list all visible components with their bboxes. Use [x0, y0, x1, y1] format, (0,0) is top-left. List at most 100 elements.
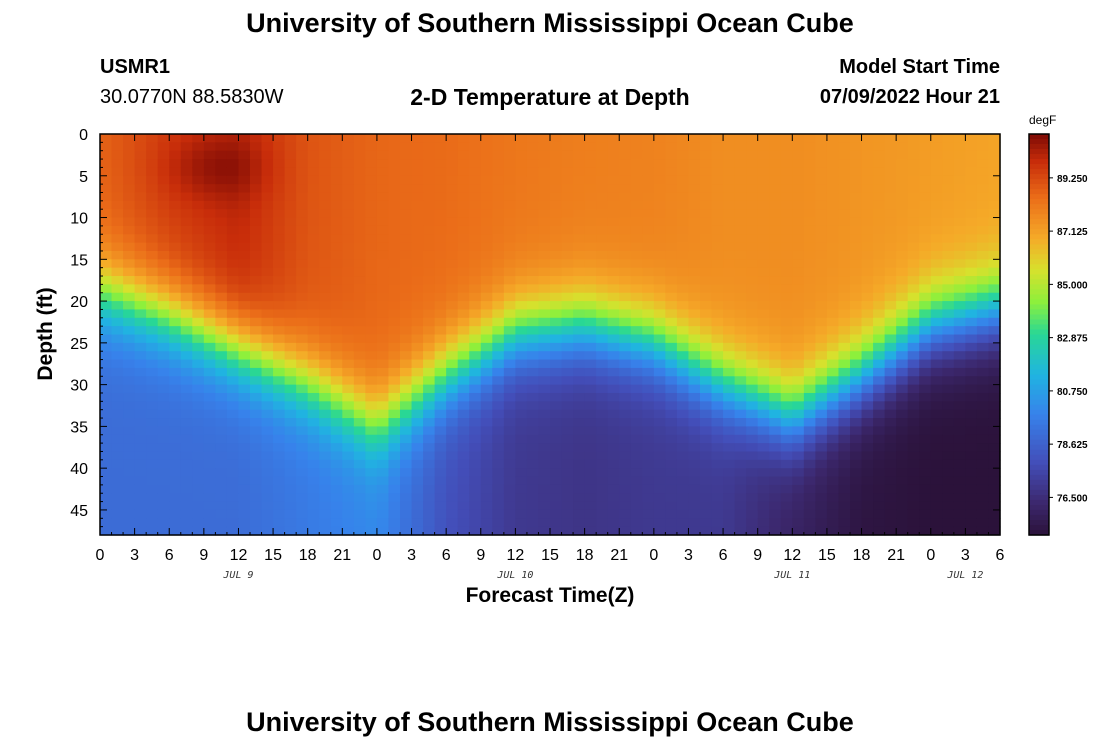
heatmap-cell: [746, 459, 759, 469]
heatmap-cell: [434, 259, 447, 269]
heatmap-cell: [873, 167, 886, 177]
heatmap-cell: [469, 376, 482, 386]
heatmap-cell: [388, 359, 401, 369]
heatmap-cell: [423, 234, 436, 244]
heatmap-cell: [284, 468, 297, 478]
heatmap-cell: [850, 359, 863, 369]
heatmap-cell: [838, 134, 851, 143]
heatmap-cell: [780, 192, 793, 202]
heatmap-cell: [573, 384, 586, 394]
heatmap-cell: [146, 484, 159, 494]
heatmap-cell: [457, 459, 470, 469]
heatmap-cell: [769, 292, 782, 302]
heatmap-cell: [550, 292, 563, 302]
heatmap-cell: [100, 334, 113, 344]
heatmap-cell: [803, 401, 816, 411]
heatmap-cell: [400, 418, 413, 427]
heatmap-cell: [584, 134, 597, 143]
heatmap-cell: [619, 509, 632, 519]
heatmap-cell: [480, 367, 493, 377]
heatmap-cell: [169, 192, 182, 202]
heatmap-cell: [526, 150, 540, 160]
heatmap-cell: [550, 301, 563, 311]
heatmap-cell: [919, 376, 932, 386]
heatmap-cell: [503, 484, 516, 494]
heatmap-cell: [134, 526, 147, 536]
heatmap-cell: [919, 309, 932, 319]
heatmap-cell: [607, 451, 620, 461]
heatmap-cell: [815, 367, 828, 377]
heatmap-cell: [469, 359, 482, 369]
heatmap-cell: [734, 367, 747, 377]
heatmap-cell: [376, 267, 390, 277]
heatmap-cell: [550, 150, 563, 160]
heatmap-cell: [584, 225, 597, 235]
heatmap-cell: [492, 426, 505, 436]
heatmap-cell: [676, 418, 690, 427]
heatmap-cell: [342, 367, 355, 377]
heatmap-cell: [388, 301, 401, 311]
heatmap-cell: [907, 484, 920, 494]
heatmap-cell: [919, 267, 932, 277]
heatmap-cell: [988, 234, 1001, 244]
heatmap-cell: [746, 142, 759, 152]
heatmap-cell: [711, 342, 724, 352]
heatmap-cell: [434, 351, 447, 361]
heatmap-cell: [250, 493, 263, 503]
heatmap-cell: [561, 459, 574, 469]
heatmap-cell: [584, 443, 597, 453]
heatmap-cell: [365, 443, 378, 453]
heatmap-cell: [215, 234, 228, 244]
heatmap-cell: [515, 401, 528, 411]
heatmap-cell: [284, 301, 297, 311]
heatmap-cell: [815, 225, 828, 235]
heatmap-cell: [250, 234, 263, 244]
heatmap-cell: [942, 367, 955, 377]
heatmap-cell: [469, 175, 482, 185]
heatmap-cell: [850, 484, 863, 494]
heatmap-cell: [446, 376, 459, 386]
heatmap-cell: [284, 209, 297, 219]
heatmap-cell: [723, 334, 736, 344]
heatmap-cell: [711, 150, 724, 160]
heatmap-cell: [192, 150, 205, 160]
heatmap-cell: [976, 342, 990, 352]
heatmap-cell: [919, 217, 932, 227]
heatmap-cell: [965, 384, 978, 394]
heatmap-cell: [596, 150, 609, 160]
heatmap-cell: [676, 351, 690, 361]
heatmap-cell: [884, 451, 897, 461]
heatmap-cell: [238, 401, 251, 411]
heatmap-cell: [319, 367, 332, 377]
heatmap-cell: [515, 434, 528, 444]
heatmap-cell: [169, 209, 182, 219]
heatmap-cell: [873, 175, 886, 185]
heatmap-cell: [123, 259, 136, 269]
heatmap-cell: [561, 134, 574, 143]
heatmap-cell: [700, 342, 713, 352]
heatmap-cell: [676, 434, 690, 444]
heatmap-cell: [734, 434, 747, 444]
heatmap-cell: [676, 276, 690, 285]
heatmap-cell: [850, 418, 863, 427]
heatmap-cell: [838, 250, 851, 260]
heatmap-cell: [319, 376, 332, 386]
heatmap-cell: [907, 167, 920, 177]
heatmap-cell: [573, 159, 586, 169]
heatmap-cell: [376, 434, 390, 444]
heatmap-cell: [838, 476, 851, 486]
heatmap-cell: [665, 493, 678, 503]
heatmap-cell: [596, 451, 609, 461]
heatmap-cell: [492, 175, 505, 185]
heatmap-cell: [815, 284, 828, 294]
heatmap-cell: [319, 150, 332, 160]
heatmap-cell: [100, 418, 113, 427]
heatmap-cell: [469, 234, 482, 244]
heatmap-cell: [942, 284, 955, 294]
heatmap-cell: [261, 259, 274, 269]
heatmap-cell: [884, 292, 897, 302]
heatmap-cell: [226, 301, 240, 311]
heatmap-cell: [653, 459, 666, 469]
heatmap-cell: [100, 351, 113, 361]
heatmap-cell: [515, 518, 528, 528]
